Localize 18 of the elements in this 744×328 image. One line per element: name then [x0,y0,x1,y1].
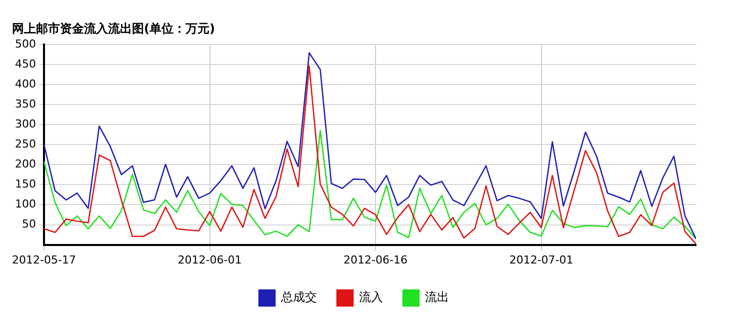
x-tick-label: 2012-07-01 [509,253,574,266]
y-tick-label: 200 [14,158,36,170]
y-tick-label: 400 [14,77,36,90]
legend-label: 流出 [425,290,449,304]
y-tick-label: 100 [14,198,36,211]
y-tick-label: 50 [22,218,36,231]
y-tick-label: 500 [14,37,36,50]
y-tick-label: 300 [14,117,36,130]
y-tick-label: 450 [14,57,36,70]
chart-title: 网上邮市资金流入流出图(单位：万元) [12,21,215,36]
legend-label: 流入 [359,290,383,304]
y-tick-label: 150 [14,178,36,191]
y-tick-label: 250 [14,137,36,150]
legend-label: 总成交 [280,290,317,304]
y-tick-label: 350 [14,97,36,110]
x-tick-label: 2012-06-16 [344,253,408,266]
x-tick-label: 2012-05-17 [12,253,76,266]
x-tick-label: 2012-06-01 [178,253,242,266]
